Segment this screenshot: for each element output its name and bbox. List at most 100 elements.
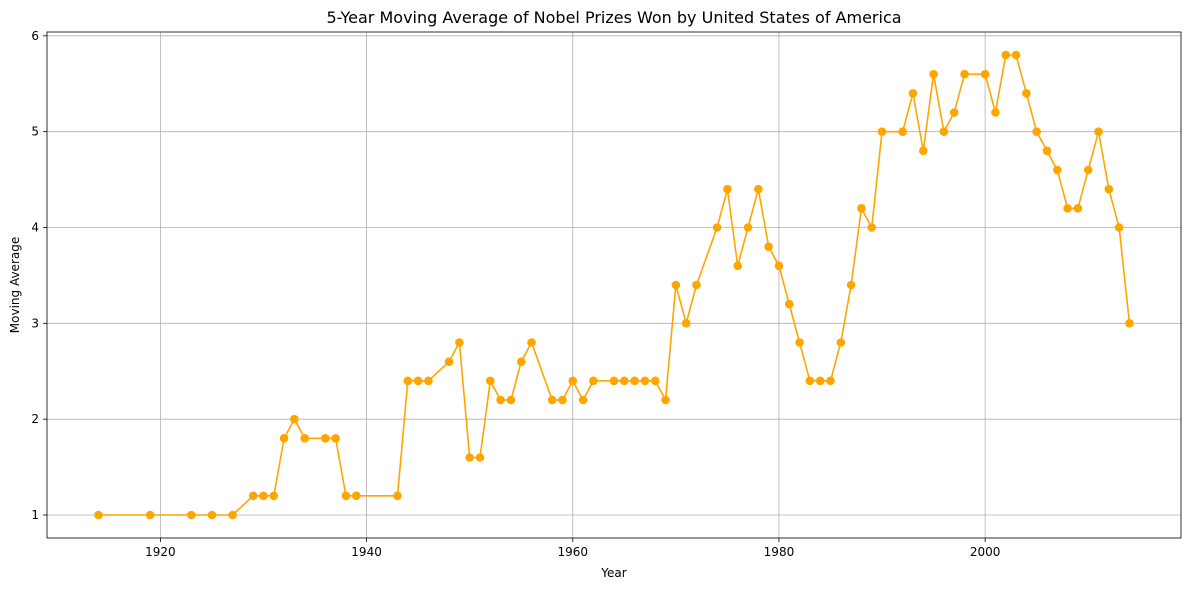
y-tick-label: 3 bbox=[31, 316, 39, 330]
data-point bbox=[857, 204, 866, 213]
data-point bbox=[991, 108, 1000, 117]
data-point bbox=[877, 127, 887, 136]
y-tick-label: 5 bbox=[31, 125, 39, 139]
data-point bbox=[527, 338, 536, 347]
data-point bbox=[558, 395, 567, 405]
y-axis-ticks: 1 2 3 4 5 6 bbox=[31, 29, 47, 522]
data-point bbox=[712, 223, 722, 232]
data-point bbox=[506, 395, 516, 405]
data-point bbox=[424, 376, 433, 386]
data-point bbox=[269, 491, 279, 501]
x-tick-label: 1960 bbox=[557, 545, 588, 559]
data-point bbox=[836, 338, 846, 347]
data-point bbox=[1022, 89, 1031, 98]
data-point bbox=[393, 491, 402, 501]
data-point bbox=[1094, 127, 1103, 136]
data-point bbox=[650, 376, 660, 386]
data-point bbox=[207, 510, 217, 520]
data-point bbox=[1083, 165, 1093, 175]
series-line bbox=[98, 54, 1131, 516]
data-point bbox=[1125, 319, 1134, 328]
data-point bbox=[94, 510, 103, 520]
data-point bbox=[630, 376, 639, 386]
data-point bbox=[733, 261, 743, 271]
data-point bbox=[1032, 127, 1041, 136]
data-point bbox=[351, 491, 361, 501]
data-point bbox=[516, 357, 526, 366]
data-point bbox=[547, 395, 557, 405]
x-tick-label: 1920 bbox=[145, 545, 176, 559]
data-point bbox=[145, 510, 155, 520]
data-point bbox=[1073, 204, 1083, 213]
data-point bbox=[805, 376, 815, 386]
data-point bbox=[846, 280, 856, 290]
data-point bbox=[1052, 165, 1062, 175]
data-point bbox=[1114, 223, 1124, 232]
data-point bbox=[671, 280, 681, 290]
data-point bbox=[455, 338, 464, 347]
x-tick-label: 1940 bbox=[351, 545, 382, 559]
data-point bbox=[826, 376, 835, 386]
data-point bbox=[589, 376, 598, 386]
data-point bbox=[290, 414, 299, 424]
y-tick-label: 2 bbox=[31, 412, 39, 426]
data-point bbox=[578, 395, 588, 405]
data-point bbox=[980, 69, 990, 79]
data-point bbox=[496, 395, 505, 405]
data-point bbox=[661, 395, 670, 405]
x-tick-label: 1980 bbox=[764, 545, 795, 559]
data-point bbox=[929, 69, 938, 79]
data-point bbox=[228, 510, 237, 520]
data-point bbox=[413, 376, 423, 386]
data-point bbox=[1042, 146, 1052, 156]
data-point bbox=[784, 299, 794, 309]
data-point bbox=[465, 453, 474, 462]
data-point bbox=[609, 376, 619, 386]
x-axis-label: Year bbox=[600, 566, 626, 580]
data-point bbox=[248, 491, 258, 501]
data-point bbox=[187, 510, 196, 520]
grid-lines bbox=[47, 32, 1181, 538]
data-point bbox=[620, 376, 629, 386]
data-point bbox=[743, 223, 753, 232]
y-tick-label: 4 bbox=[31, 221, 39, 235]
data-point bbox=[815, 376, 825, 386]
data-point bbox=[485, 376, 495, 386]
data-point bbox=[795, 338, 804, 347]
data-point bbox=[867, 223, 877, 232]
data-point bbox=[1063, 204, 1072, 213]
y-tick-label: 1 bbox=[31, 508, 39, 522]
data-point bbox=[908, 89, 918, 98]
plot-frame bbox=[46, 31, 1182, 539]
data-point bbox=[960, 69, 969, 79]
chart-title: 5-Year Moving Average of Nobel Prizes Wo… bbox=[326, 8, 901, 27]
data-point bbox=[300, 434, 310, 443]
data-point bbox=[1011, 50, 1021, 60]
series-group bbox=[94, 50, 1134, 520]
data-point bbox=[1001, 50, 1011, 60]
data-point bbox=[939, 127, 949, 136]
data-point bbox=[949, 108, 959, 117]
x-tick-label: 2000 bbox=[970, 545, 1001, 559]
data-point bbox=[341, 491, 351, 501]
data-point bbox=[321, 434, 330, 443]
data-point bbox=[1104, 184, 1114, 194]
data-point bbox=[764, 242, 773, 251]
data-point bbox=[331, 434, 340, 443]
data-point bbox=[723, 184, 732, 194]
data-point bbox=[754, 184, 763, 194]
data-point bbox=[279, 434, 289, 443]
data-point bbox=[918, 146, 928, 156]
data-point bbox=[444, 357, 454, 366]
data-point bbox=[898, 127, 907, 136]
data-point bbox=[681, 319, 691, 328]
x-axis-ticks: 1920 1940 1960 1980 2000 bbox=[145, 538, 1000, 559]
data-point bbox=[774, 261, 784, 271]
y-tick-label: 6 bbox=[31, 29, 39, 43]
data-point bbox=[692, 280, 701, 290]
data-point bbox=[403, 376, 413, 386]
data-point bbox=[640, 376, 650, 386]
data-point bbox=[259, 491, 268, 501]
data-point bbox=[475, 453, 485, 462]
